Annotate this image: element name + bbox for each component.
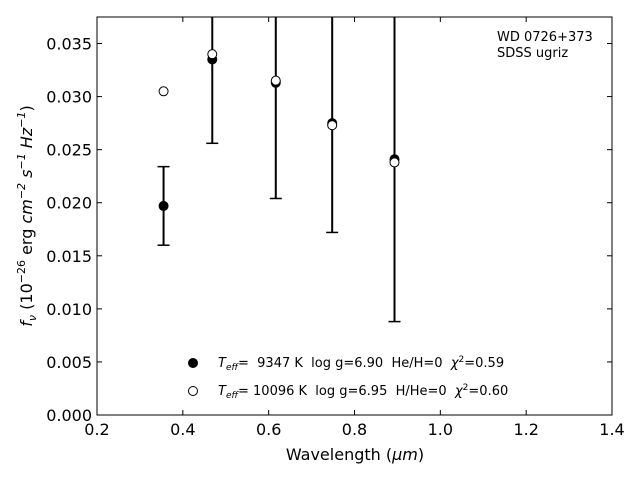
y-tick-label: 0.005 xyxy=(46,353,92,372)
y-tick-label: 0.020 xyxy=(46,194,92,213)
model-point-open xyxy=(158,86,169,97)
x-tick-label: 1.2 xyxy=(513,420,538,439)
y-tick-label: 0.030 xyxy=(46,88,92,107)
y-tick-label: 0.010 xyxy=(46,300,92,319)
legend-label-filled: Teff= 9347 K log g=6.90 He/H=0 χ2=0.59 xyxy=(218,355,504,373)
x-tick-label: 0.8 xyxy=(342,420,367,439)
legend-label-open: Teff= 10096 K log g=6.95 H/He=0 χ2=0.60 xyxy=(218,383,508,401)
model-point-filled xyxy=(158,200,169,211)
x-tick-label: 0.6 xyxy=(256,420,281,439)
x-tick-label: 0.2 xyxy=(84,420,109,439)
model-point-open xyxy=(327,120,338,131)
annotation-line-2: SDSS ugriz xyxy=(497,46,568,61)
axis-ticks: 0.2 0.4 0.6 0.8 1.0 1.2 1.4 0.000 0.005 0.010 0.01… xyxy=(46,17,625,439)
legend: Teff= 9347 K log g=6.90 He/H=0 χ2=0.59 T… xyxy=(188,355,508,401)
y-tick-label: 0.000 xyxy=(46,406,92,425)
x-tick-label: 1.0 xyxy=(428,420,453,439)
plot-marks xyxy=(157,17,401,323)
model-point-open xyxy=(207,49,218,60)
legend-marker-open xyxy=(188,386,198,396)
legend-marker-filled xyxy=(188,358,198,368)
annotation-line-1: WD 0726+373 xyxy=(497,30,593,45)
x-axis-title: Wavelength (μm) xyxy=(286,445,424,464)
x-tick-label: 0.4 xyxy=(170,420,195,439)
y-tick-label: 0.015 xyxy=(46,247,92,266)
x-tick-label: 1.4 xyxy=(599,420,624,439)
y-tick-label: 0.035 xyxy=(46,35,92,54)
model-point-open xyxy=(270,75,281,86)
y-tick-label: 0.025 xyxy=(46,141,92,160)
y-axis-title: fν (10−26 erg cm−2 s−1 Hz−1) xyxy=(15,105,39,326)
model-point-open xyxy=(389,157,400,168)
